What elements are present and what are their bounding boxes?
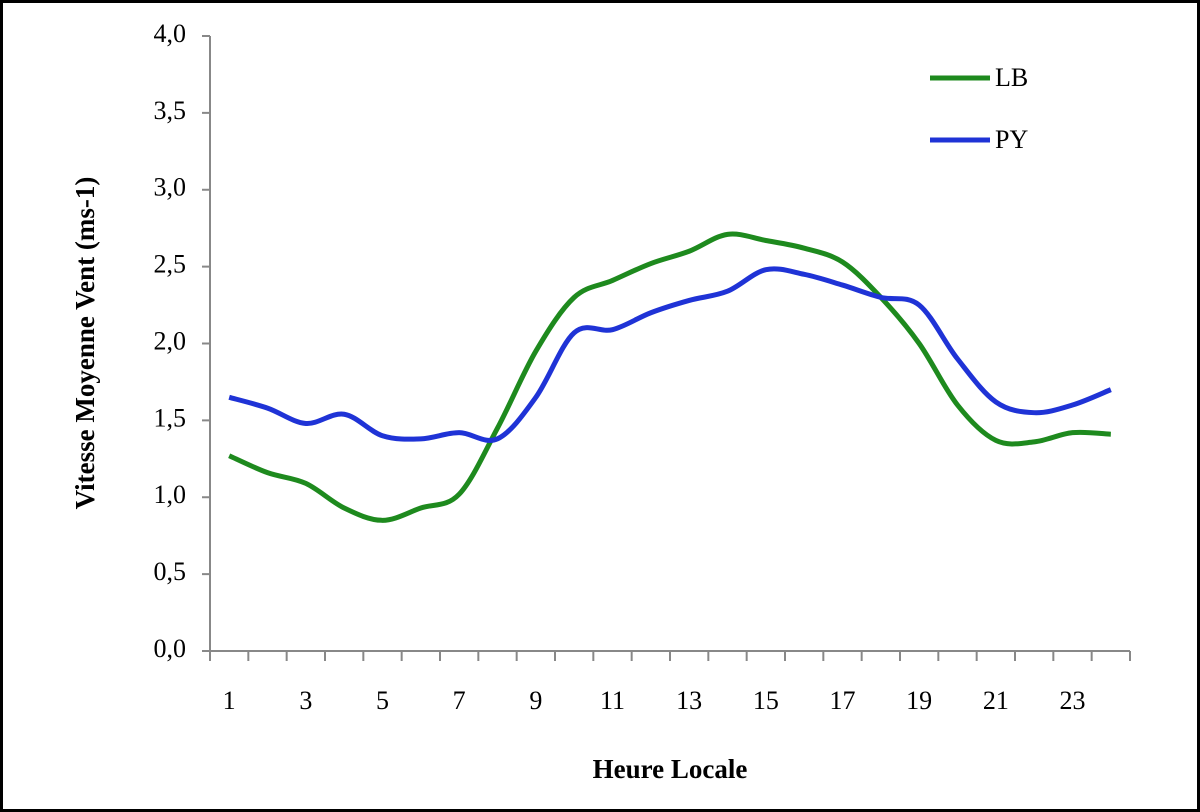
x-axis-title: Heure Locale <box>593 754 748 784</box>
x-tick-label: 11 <box>600 686 625 715</box>
legend-label: PY <box>995 125 1028 154</box>
legend-label: LB <box>995 63 1028 92</box>
y-tick-label: 1,0 <box>154 480 187 509</box>
y-tick-label: 0,5 <box>154 557 187 586</box>
x-tick-label: 9 <box>529 686 542 715</box>
data-line <box>228 266 1112 443</box>
y-tick-label: 3,0 <box>154 173 187 202</box>
y-axis-title: Vitesse Moyenne Vent (ms-1) <box>70 177 100 510</box>
x-tick-label: 21 <box>983 686 1009 715</box>
y-tick-label: 2,0 <box>154 326 187 355</box>
x-tick-label: 17 <box>830 686 856 715</box>
x-tick-label: 15 <box>753 686 779 715</box>
x-tick-label: 3 <box>299 686 312 715</box>
y-tick-label: 4,0 <box>154 19 187 48</box>
data-line <box>228 231 1111 523</box>
x-tick-label: 7 <box>453 686 466 715</box>
y-tick-label: 0,0 <box>154 634 187 663</box>
y-tick-label: 1,5 <box>154 403 187 432</box>
y-tick-label: 3,5 <box>154 96 187 125</box>
x-tick-label: 13 <box>676 686 702 715</box>
y-tick-label: 2,5 <box>154 250 187 279</box>
x-tick-label: 5 <box>376 686 389 715</box>
x-tick-label: 1 <box>223 686 236 715</box>
x-tick-label: 19 <box>906 686 932 715</box>
x-tick-label: 23 <box>1060 686 1086 715</box>
